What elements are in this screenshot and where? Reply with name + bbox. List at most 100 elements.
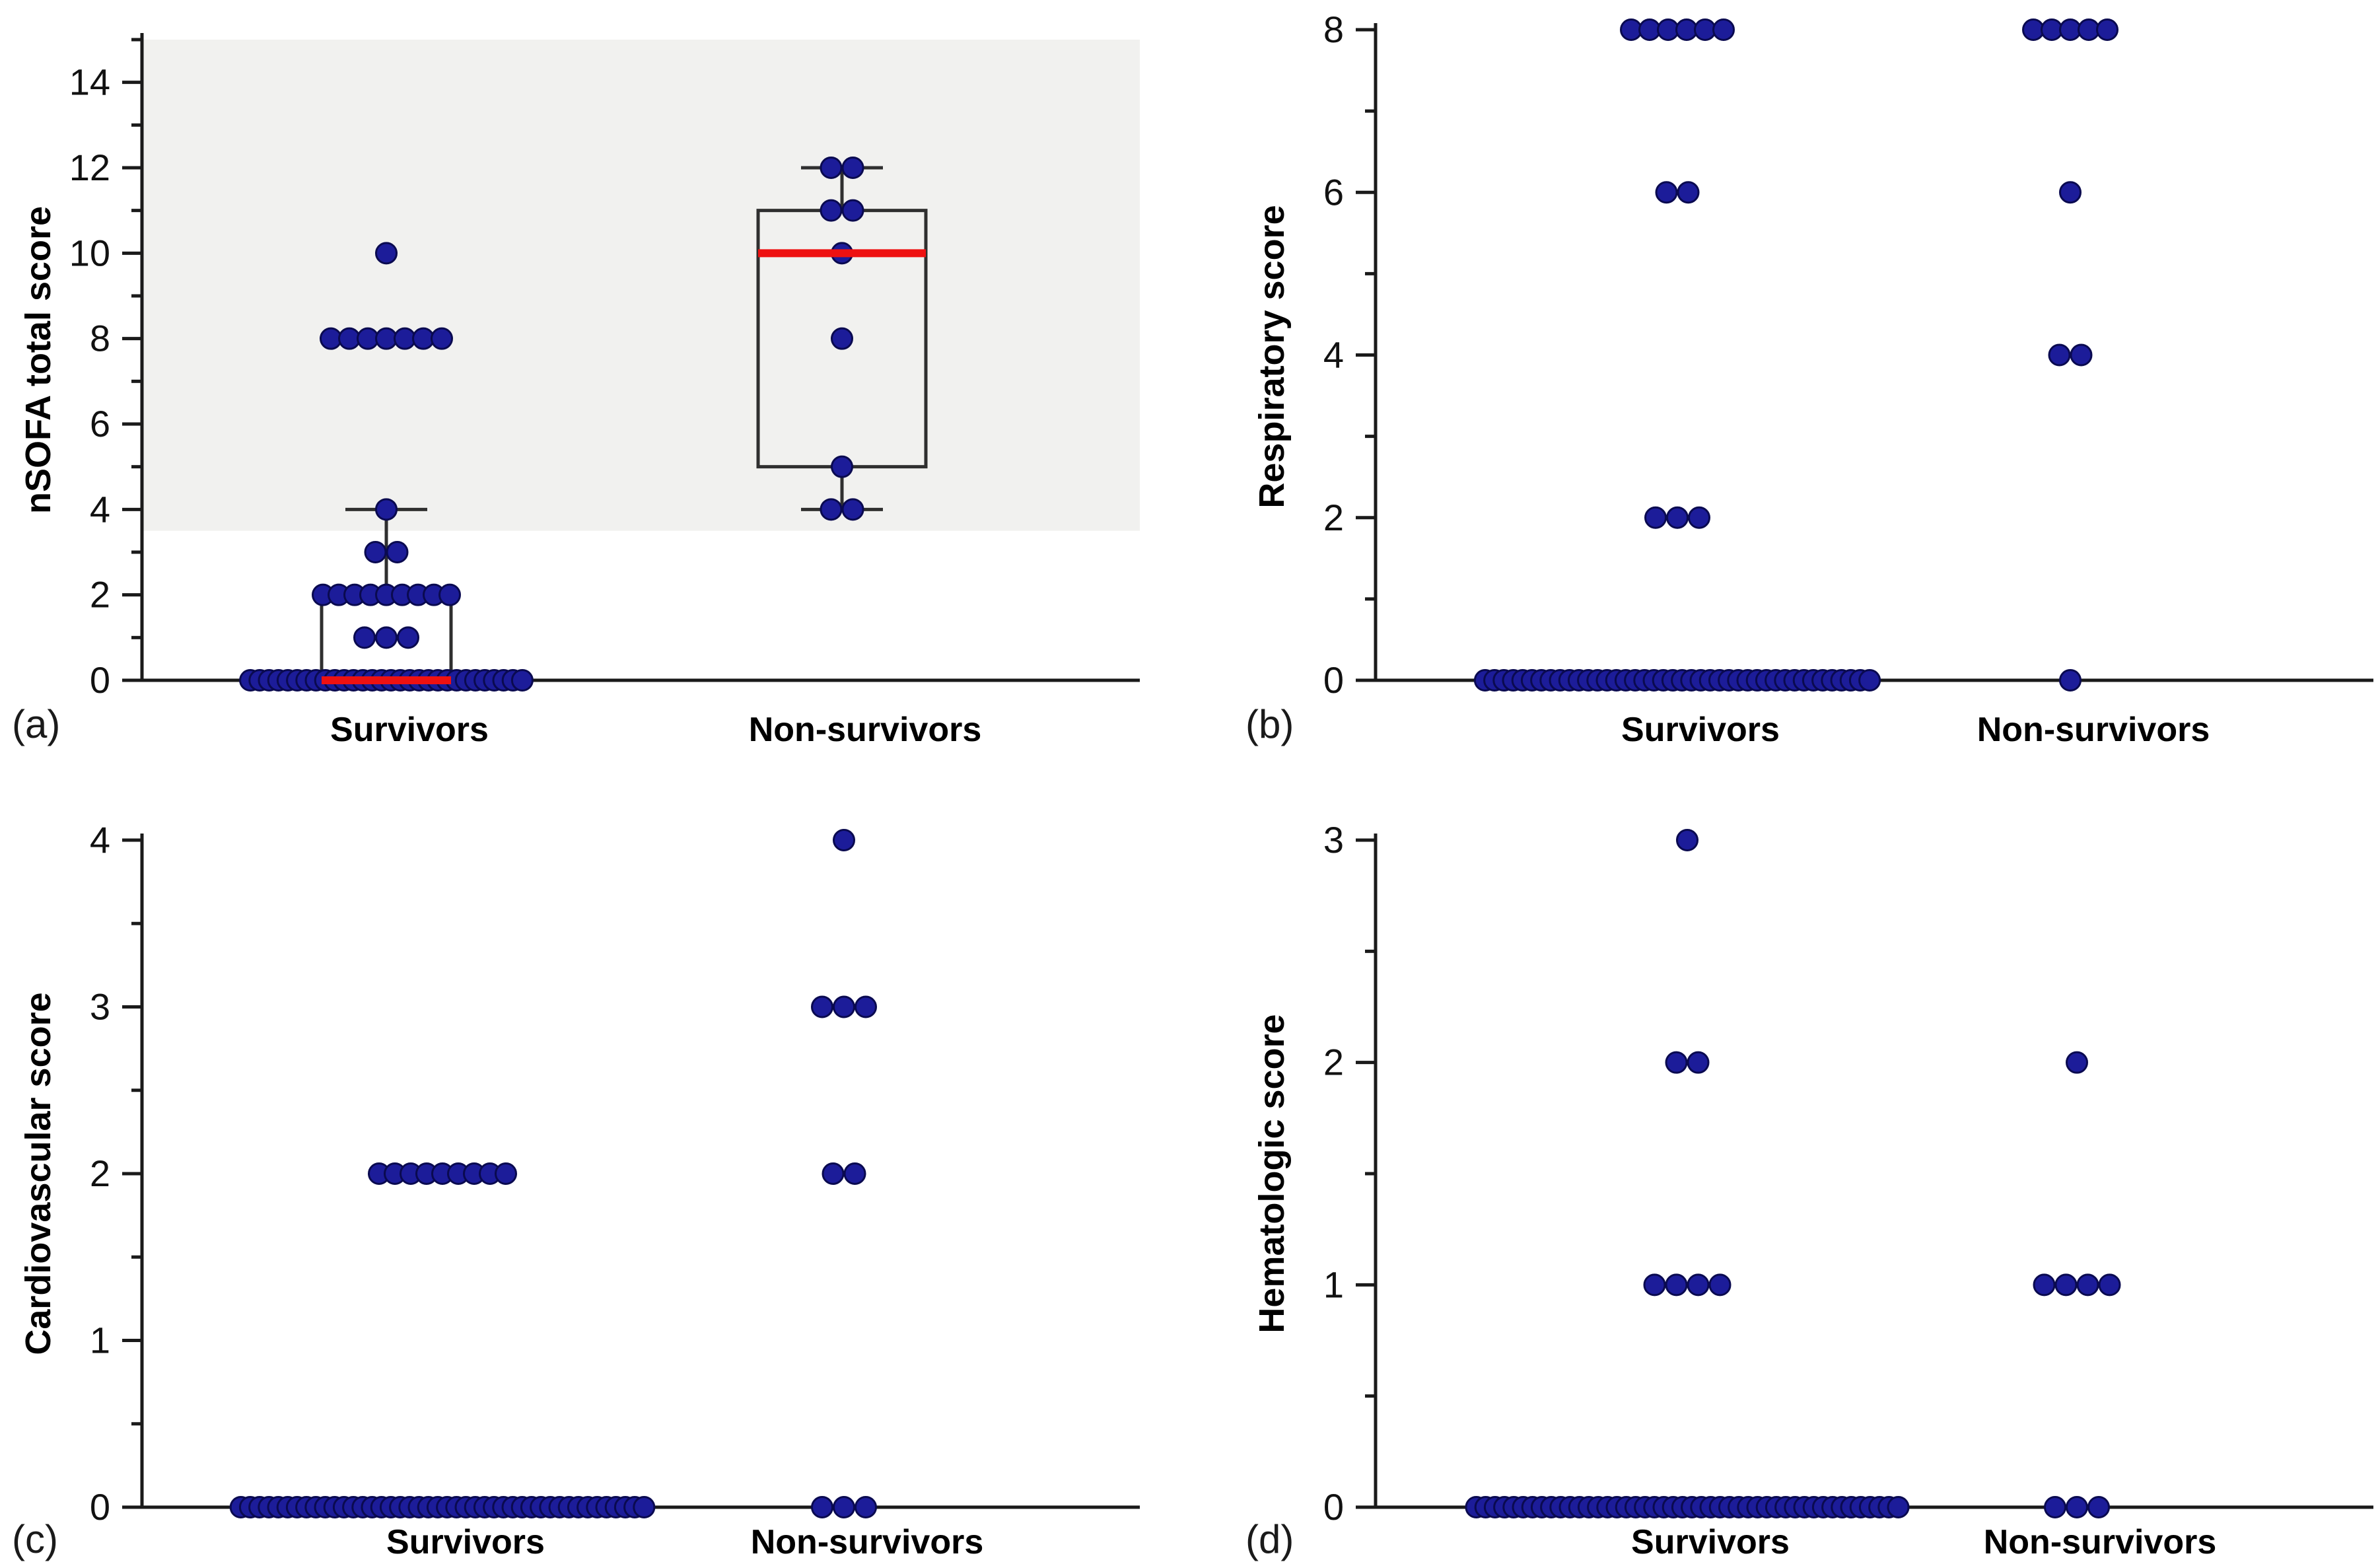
data-dot bbox=[1655, 181, 1678, 204]
data-dot bbox=[2059, 669, 2082, 692]
data-dot bbox=[431, 327, 453, 350]
data-dot bbox=[357, 327, 379, 350]
data-dot bbox=[1688, 506, 1710, 529]
y-axis-tick-label: 0 bbox=[90, 659, 110, 701]
data-dot bbox=[375, 327, 398, 350]
y-axis-tick-label: 6 bbox=[90, 403, 110, 444]
data-dot bbox=[2066, 1051, 2088, 1074]
y-axis-tick-label: 4 bbox=[1323, 334, 1344, 376]
y-axis-tick-label: 1 bbox=[90, 1320, 110, 1361]
data-dot bbox=[841, 199, 864, 222]
data-dot bbox=[831, 455, 853, 478]
data-dot bbox=[375, 498, 398, 521]
data-dot bbox=[1675, 18, 1698, 41]
y-axis-tick-label: 6 bbox=[1323, 171, 1344, 213]
data-dot bbox=[1708, 1273, 1732, 1297]
data-dot bbox=[412, 327, 435, 350]
data-dot bbox=[2033, 1273, 2056, 1297]
data-dot bbox=[1712, 18, 1735, 41]
data-dot bbox=[1665, 1273, 1688, 1297]
y-axis-tick-label: 8 bbox=[90, 318, 110, 359]
data-dot bbox=[1657, 18, 1679, 41]
data-dot bbox=[397, 626, 419, 649]
data-dot bbox=[1666, 506, 1689, 529]
y-axis-tick-label: 0 bbox=[1323, 659, 1344, 701]
data-dot bbox=[855, 1496, 877, 1518]
data-dot bbox=[2078, 18, 2100, 41]
data-dot bbox=[2048, 343, 2071, 367]
data-dot bbox=[375, 242, 398, 265]
data-dot bbox=[2098, 1273, 2121, 1297]
data-dot bbox=[1677, 181, 1700, 204]
data-dot bbox=[320, 327, 342, 350]
data-dot bbox=[1858, 669, 1881, 692]
data-dot bbox=[2044, 1496, 2066, 1518]
data-dot bbox=[833, 1496, 855, 1518]
y-axis-tick-label: 3 bbox=[1323, 819, 1344, 861]
data-dot bbox=[338, 327, 361, 350]
data-dot bbox=[1694, 18, 1716, 41]
data-dot bbox=[833, 995, 855, 1018]
y-axis-tick-label: 4 bbox=[90, 488, 110, 530]
data-dot bbox=[831, 327, 853, 350]
x-category-label: Survivors bbox=[330, 711, 489, 749]
y-axis-tick-label: 3 bbox=[90, 986, 110, 1028]
data-dot bbox=[2076, 1273, 2099, 1297]
data-dot bbox=[2087, 1496, 2110, 1518]
y-axis-tick-label: 14 bbox=[69, 61, 110, 103]
data-dot bbox=[841, 157, 864, 179]
data-dot bbox=[633, 1496, 656, 1518]
data-dot bbox=[2059, 18, 2082, 41]
data-dot bbox=[2054, 1273, 2078, 1297]
data-dot bbox=[364, 541, 387, 563]
data-dot bbox=[811, 995, 833, 1018]
y-axis-tick-label: 2 bbox=[90, 574, 110, 616]
data-dot bbox=[843, 1162, 866, 1185]
data-dot bbox=[855, 995, 877, 1018]
data-dot bbox=[1687, 1273, 1710, 1297]
data-dot bbox=[2070, 343, 2093, 367]
data-dot bbox=[820, 498, 843, 521]
data-dot bbox=[495, 1162, 517, 1185]
data-dot bbox=[1887, 1496, 1910, 1518]
y-axis-tick-label: 0 bbox=[90, 1486, 110, 1528]
data-dot bbox=[1643, 1273, 1666, 1297]
data-dot bbox=[1665, 1051, 1688, 1074]
y-axis-tick-label: 1 bbox=[1323, 1263, 1344, 1305]
x-category-label: Survivors bbox=[386, 1523, 545, 1561]
data-dot bbox=[1644, 506, 1667, 529]
data-dot bbox=[2059, 181, 2082, 204]
x-category-label: Non-survivors bbox=[749, 711, 982, 749]
data-dot bbox=[394, 327, 416, 350]
y-axis-tick-label: 2 bbox=[1323, 1042, 1344, 1083]
shaded-region-nsofa-high bbox=[142, 40, 1140, 531]
data-dot bbox=[1638, 18, 1661, 41]
x-category-label: Non-survivors bbox=[1977, 711, 2210, 749]
x-category-label: Non-survivors bbox=[1984, 1523, 2217, 1561]
data-dot bbox=[386, 541, 409, 563]
y-axis-tick-label: 2 bbox=[1323, 497, 1344, 538]
y-axis-tick-label: 0 bbox=[1323, 1486, 1344, 1528]
data-dot bbox=[2022, 18, 2045, 41]
data-dot bbox=[1620, 18, 1642, 41]
data-dot bbox=[822, 1162, 845, 1185]
data-dot bbox=[820, 199, 843, 222]
data-dot bbox=[1687, 1051, 1710, 1074]
data-dot bbox=[375, 626, 398, 649]
y-axis-tick-label: 12 bbox=[69, 147, 110, 188]
data-dot bbox=[811, 1496, 833, 1518]
x-category-label: Survivors bbox=[1631, 1523, 1790, 1561]
data-dot bbox=[1676, 829, 1698, 851]
x-category-label: Non-survivors bbox=[751, 1523, 984, 1561]
data-dot bbox=[2096, 18, 2118, 41]
data-dot bbox=[510, 669, 534, 692]
data-dot bbox=[820, 157, 843, 179]
y-axis-tick-label: 8 bbox=[1323, 9, 1344, 50]
y-axis-tick-label: 4 bbox=[90, 819, 110, 861]
data-dot bbox=[833, 829, 855, 851]
y-axis-tick-label: 10 bbox=[69, 232, 110, 273]
data-dot bbox=[2041, 18, 2063, 41]
data-dot bbox=[2066, 1496, 2088, 1518]
